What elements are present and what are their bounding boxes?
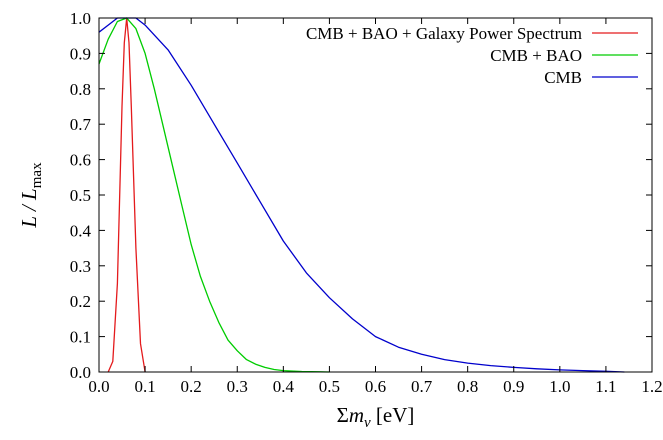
x-axis-title-sub: ν (364, 415, 371, 431)
y-axis-title-sub: max (29, 162, 45, 188)
y-tick-label: 0.5 (70, 186, 91, 205)
legend-label: CMB + BAO + Galaxy Power Spectrum (306, 24, 582, 43)
y-tick-label: 0.1 (70, 328, 91, 347)
legend: CMB + BAO + Galaxy Power Spectrum CMB + B… (306, 24, 638, 87)
y-tick-label: 0.4 (70, 221, 92, 240)
y-tick-label: 0.2 (70, 292, 91, 311)
x-axis-title: Σmν [eV] (337, 403, 415, 431)
legend-label: CMB + BAO (490, 46, 582, 65)
axis-ticks: 0.0 0.1 0.2 0.3 0.4 0.5 0.6 0.7 0.8 0.9 1.0 1.1 1.2 0… (70, 9, 663, 396)
y-tick-label: 0.9 (70, 44, 91, 63)
x-tick-label: 1.1 (595, 377, 616, 396)
x-tick-label: 0.8 (457, 377, 478, 396)
legend-label: CMB (544, 68, 582, 87)
x-tick-label: 0.6 (365, 377, 386, 396)
x-tick-label: 0.3 (227, 377, 248, 396)
series-line (98, 17, 330, 373)
x-tick-label: 0.7 (411, 377, 433, 396)
y-axis-title: L / Lmax (17, 162, 45, 229)
x-tick-label: 0.2 (181, 377, 202, 396)
x-tick-label: 1.2 (641, 377, 662, 396)
x-tick-label: 0.5 (319, 377, 340, 396)
series-line (98, 17, 625, 373)
y-tick-label: 1.0 (70, 9, 91, 28)
y-tick-label: 0.3 (70, 257, 91, 276)
x-axis-title-main: m (349, 403, 364, 427)
y-tick-label: 0.8 (70, 80, 91, 99)
x-tick-label: 0.4 (273, 377, 295, 396)
x-axis-title-prefix: Σ (337, 403, 349, 427)
x-tick-label: 0.9 (503, 377, 524, 396)
series-line (107, 17, 146, 373)
x-tick-label: 0.0 (88, 377, 109, 396)
x-tick-label: 0.1 (134, 377, 155, 396)
y-tick-label: 0.0 (70, 363, 91, 382)
y-tick-label: 0.6 (70, 151, 91, 170)
y-axis-title-main: L / L (17, 188, 41, 228)
x-axis-title-suffix: [eV] (371, 403, 415, 427)
y-tick-label: 0.7 (70, 115, 92, 134)
x-tick-label: 1.0 (549, 377, 570, 396)
